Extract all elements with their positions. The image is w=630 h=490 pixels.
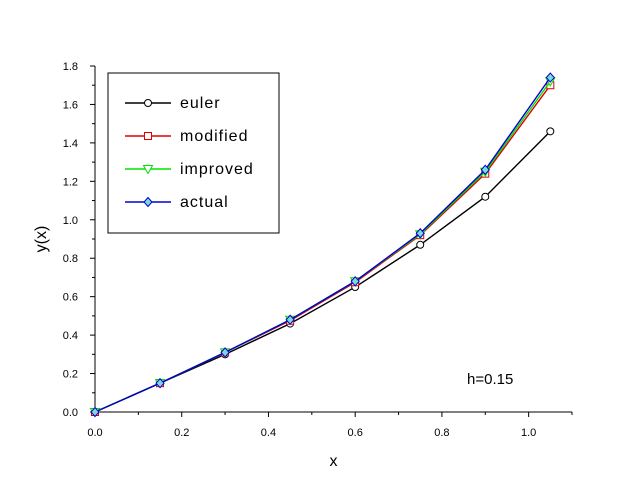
y-tick-label: 0.6	[63, 292, 78, 304]
plot-area: 0.0 0.2 0.4 0.6 0.8 1.0 0.0 0.2 0.4 0.6 0.8 1.0 1.2…	[63, 61, 573, 439]
actual-line	[94, 77, 551, 413]
y-tick-label: 0.8	[63, 253, 78, 265]
y-tick-label: 1.6	[63, 99, 78, 111]
legend-marker	[144, 132, 152, 140]
x-tick-label: 0.2	[174, 427, 189, 439]
actual-point	[545, 72, 555, 83]
y-tick-label: 0.4	[63, 330, 78, 342]
x-tick-label: 0.4	[261, 427, 276, 439]
actual-point	[220, 347, 230, 358]
y-axis-ticks: 0.0 0.2 0.4 0.6 0.8 1.0 1.2 1.4 1.6 1.8	[63, 61, 95, 419]
y-tick-label: 1.4	[63, 138, 78, 150]
y-tick-label: 0.0	[63, 407, 78, 419]
legend-label: euler	[180, 95, 221, 112]
euler-point	[416, 240, 425, 249]
series-layer	[89, 72, 556, 418]
y-tick-label: 1.0	[63, 215, 78, 227]
legend-label: improved	[180, 161, 254, 178]
legend-item-actual: actual	[125, 194, 229, 211]
y-axis-title: y(x)	[33, 226, 50, 253]
y-tick-label: 0.2	[63, 369, 78, 381]
euler-point	[546, 127, 555, 136]
actual-point	[285, 314, 295, 325]
legend-item-euler: euler	[125, 95, 221, 112]
legend-marker	[143, 196, 153, 208]
x-axis-title: x	[330, 453, 338, 470]
x-tick-label: 0.8	[434, 427, 449, 439]
legend-item-improved: improved	[125, 161, 254, 178]
legend-label: modified	[180, 128, 248, 145]
x-tick-label: 0.0	[87, 427, 102, 439]
actual-point	[90, 406, 100, 418]
legend-marker	[144, 99, 152, 107]
actual-point	[480, 164, 490, 176]
legend-item-modified: modified	[125, 128, 248, 145]
actual-point	[350, 276, 360, 287]
series-actual	[90, 72, 555, 418]
actual-point	[155, 377, 165, 389]
legend-marker	[142, 165, 154, 175]
step-size-annotation: h=0.15	[467, 371, 513, 388]
legend: euler modified improved actual	[107, 72, 280, 234]
x-tick-label: 0.6	[348, 427, 363, 439]
y-tick-label: 1.8	[63, 61, 78, 73]
actual-point	[415, 227, 425, 239]
x-axis-ticks: 0.0 0.2 0.4 0.6 0.8 1.0	[87, 412, 573, 439]
euler-point	[481, 192, 490, 201]
legend-label: actual	[180, 194, 229, 211]
x-tick-label: 1.0	[521, 427, 536, 439]
legend-box	[107, 72, 280, 234]
y-tick-label: 1.2	[63, 176, 78, 188]
